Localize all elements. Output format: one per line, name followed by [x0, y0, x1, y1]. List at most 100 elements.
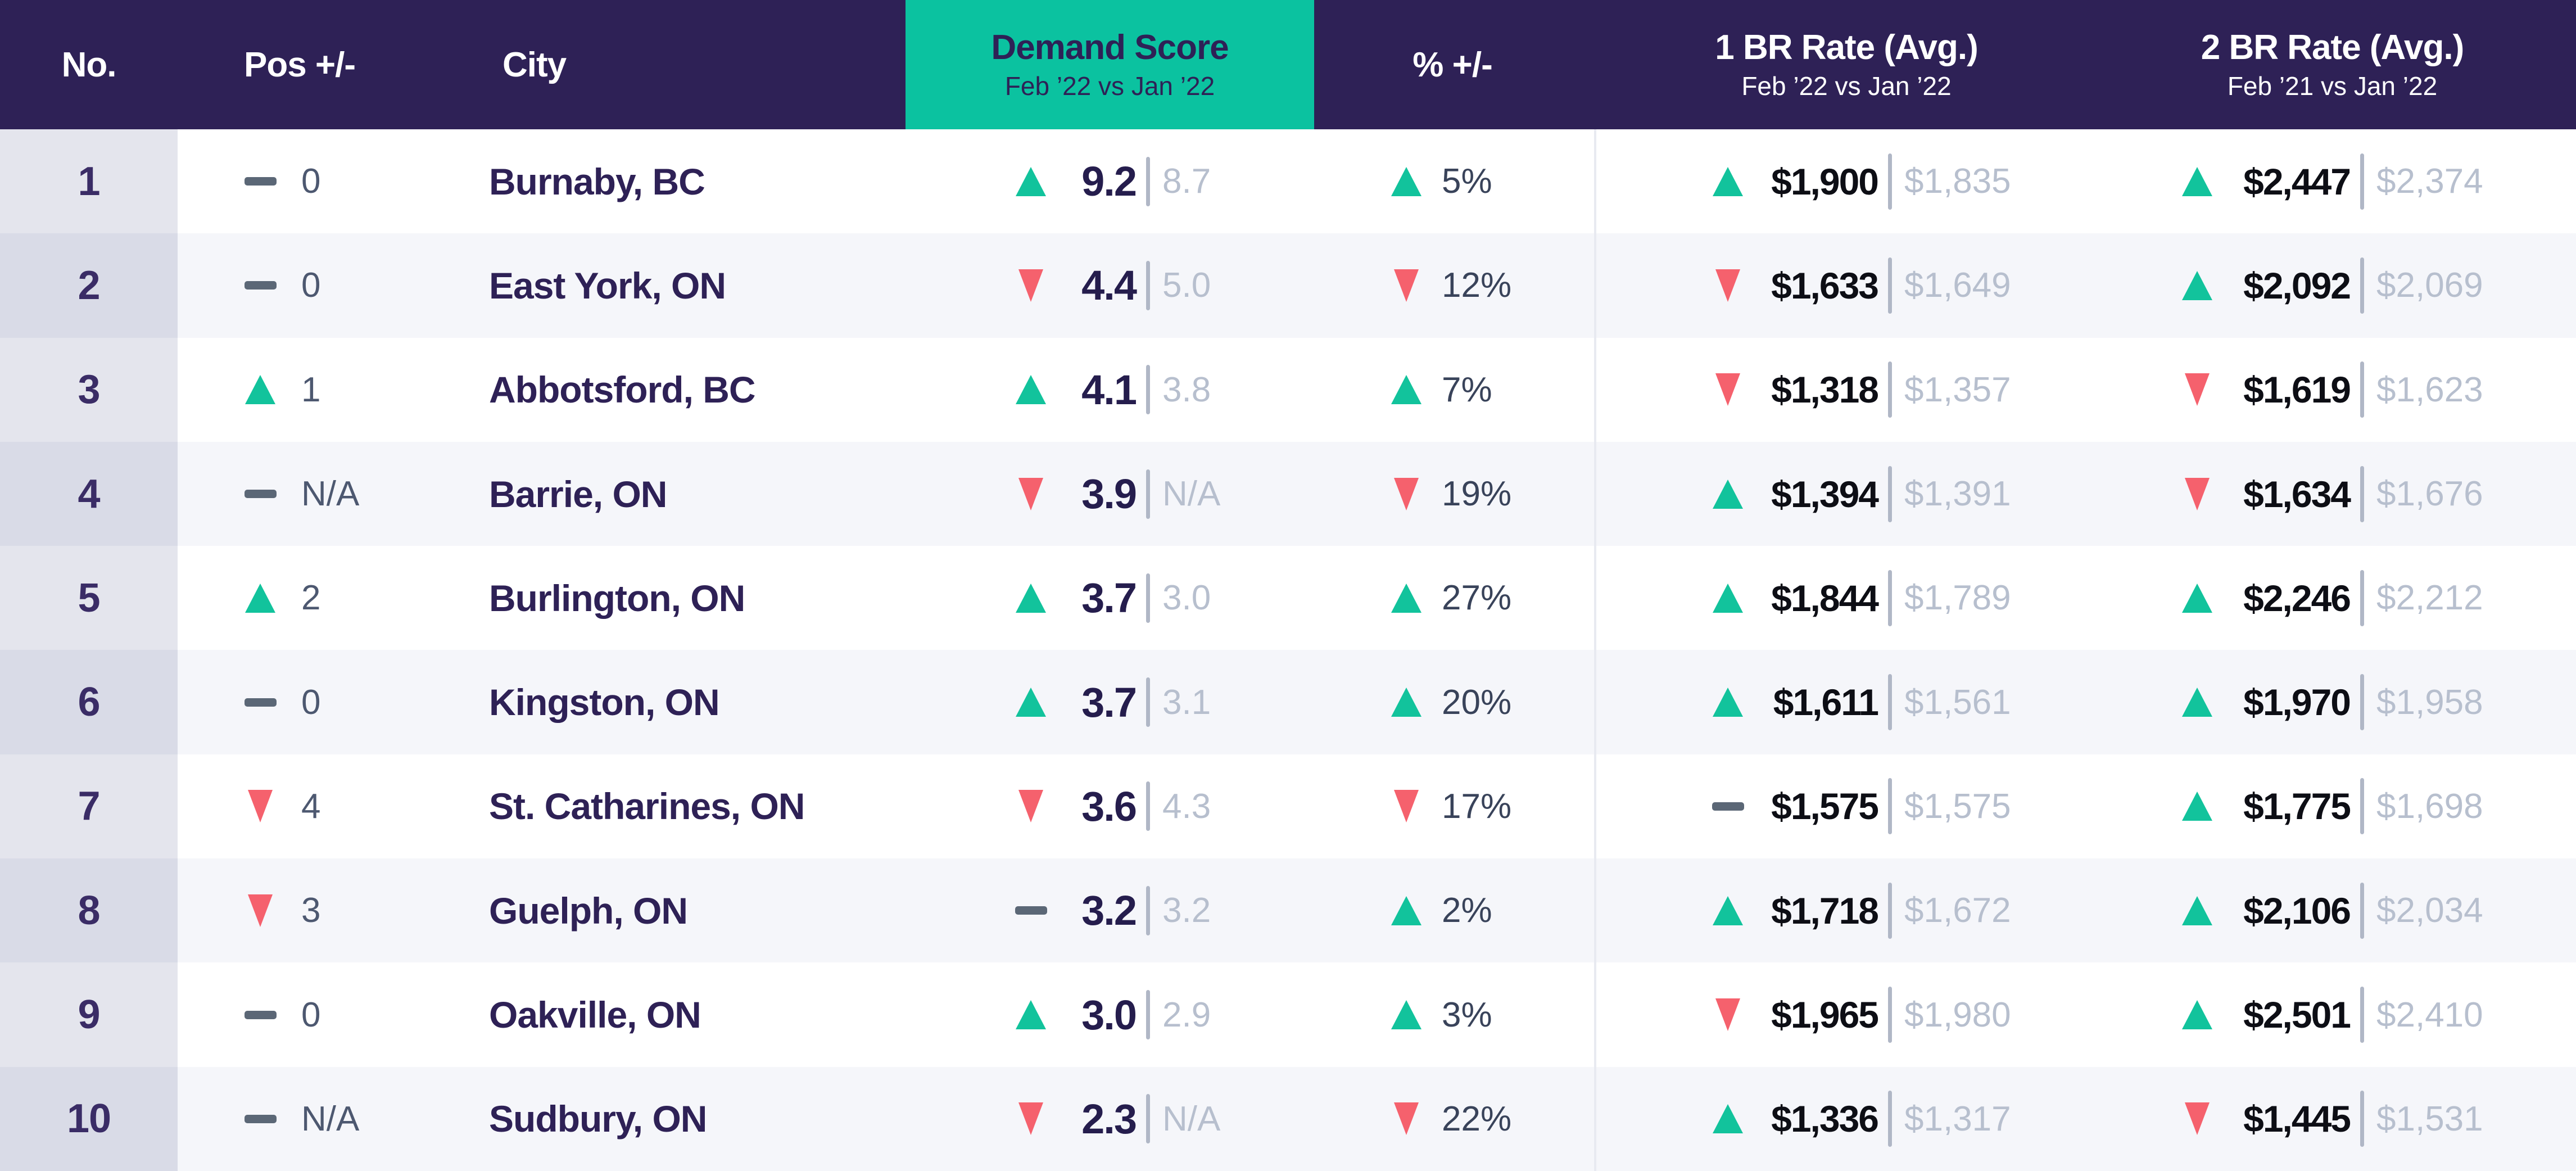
demand-score-cell: 2.3 N/A	[906, 1067, 1314, 1171]
value-separator	[1888, 569, 1892, 626]
rank-number: 4	[78, 471, 100, 517]
2br-rate-previous: $1,676	[2376, 474, 2483, 514]
1br-rate-previous: $1,835	[1904, 162, 2011, 201]
value-separator	[1146, 677, 1150, 727]
demand-score-icon-box	[1015, 375, 1047, 405]
city-name: Oakville, ON	[489, 994, 701, 1036]
percent-change-icon-box	[1390, 583, 1423, 613]
2br-rate-previous: $1,531	[2376, 1099, 2483, 1138]
2br-rate-cell: $1,634 $1,676	[2057, 442, 2576, 546]
2br-rate-icon-box	[2181, 583, 2213, 613]
percent-change-icon-box	[1390, 477, 1423, 510]
2br-rate-cell: $2,092 $2,069	[2057, 233, 2576, 337]
2br-rate-current: $1,619	[2243, 369, 2351, 411]
position-change-cell: 2	[178, 546, 489, 650]
table-body: 1 0 Burnaby, BC 9.2 8.7 5% $1,900 $1,835 $2,447 $…	[0, 129, 2576, 1171]
position-change-cell: 3	[178, 858, 489, 962]
city-cell: Oakville, ON	[489, 962, 906, 1066]
rank-number: 8	[78, 888, 100, 933]
2br-rate-current: $2,501	[2243, 994, 2351, 1036]
demand-score-current: 9.2	[1081, 158, 1137, 205]
2br-rate-icon-box	[2181, 1000, 2213, 1030]
up-triangle-icon	[1391, 583, 1421, 613]
1br-rate-current: $1,575	[1771, 785, 1879, 828]
2br-rate-cell: $2,246 $2,212	[2057, 546, 2576, 650]
percent-change-value: 19%	[1442, 474, 1512, 514]
rank-cell: 10	[0, 1066, 178, 1171]
city-cell: Burnaby, BC	[489, 129, 906, 233]
value-separator	[1146, 260, 1150, 310]
demand-score-previous: 3.0	[1162, 578, 1211, 618]
percent-change-value: 2%	[1442, 891, 1492, 930]
1br-rate-previous: $1,561	[1904, 682, 2011, 722]
column-divider-line	[1594, 129, 1596, 1171]
value-separator	[2360, 153, 2364, 210]
1br-rate-cell: $1,318 $1,357	[1591, 338, 2057, 442]
position-change-value: 0	[301, 995, 321, 1034]
1br-rate-icon-box	[1712, 583, 1744, 613]
city-cell: Abbotsford, BC	[489, 338, 906, 442]
up-triangle-icon	[2182, 583, 2212, 613]
demand-score-title: Demand Score	[991, 28, 1229, 67]
table-header-row: No. Pos +/- City Demand Score Feb ’22 vs…	[0, 0, 2576, 129]
percent-change-cell: 2%	[1314, 858, 1591, 962]
2br-rate-current: $2,447	[2243, 160, 2351, 202]
demand-score-previous: N/A	[1162, 474, 1221, 514]
city-name: Burlington, ON	[489, 577, 745, 619]
table-row: 9 0 Oakville, ON 3.0 2.9 3% $1,965 $1,980 $2,501…	[0, 962, 2576, 1067]
rank-cell: 7	[0, 754, 178, 859]
percent-change-cell: 5%	[1314, 129, 1591, 233]
1br-rate-current: $1,318	[1771, 369, 1879, 411]
down-triangle-icon	[1715, 373, 1740, 406]
down-triangle-icon	[2185, 477, 2210, 510]
down-triangle-icon	[248, 894, 273, 927]
2br-rate-previous: $1,958	[2376, 682, 2483, 722]
down-triangle-icon	[1715, 269, 1740, 302]
1br-rate-icon-box	[1712, 802, 1744, 811]
percent-change-value: 17%	[1442, 786, 1512, 826]
2br-rate-cell: $2,501 $2,410	[2057, 962, 2576, 1066]
value-separator	[1888, 465, 1892, 522]
rank-cell: 3	[0, 337, 178, 442]
down-triangle-icon	[1018, 790, 1043, 823]
value-separator	[1146, 781, 1150, 831]
1br-rate-cell: $1,575 $1,575	[1591, 754, 2057, 858]
value-separator	[2360, 257, 2364, 314]
1br-rate-icon-box	[1712, 479, 1744, 509]
down-triangle-icon	[1394, 269, 1419, 302]
1br-rate-previous: $1,391	[1904, 474, 2011, 514]
2br-rate-previous: $2,212	[2376, 578, 2483, 618]
rank-cell: 1	[0, 129, 178, 234]
1br-rate-current: $1,718	[1771, 889, 1879, 932]
up-triangle-icon	[1391, 688, 1421, 717]
city-name: Abbotsford, BC	[489, 369, 756, 411]
percent-change-cell: 20%	[1314, 650, 1591, 754]
percent-change-value: 27%	[1442, 578, 1512, 618]
position-change-cell: 0	[178, 233, 489, 337]
demand-score-cell: 3.9 N/A	[906, 442, 1314, 546]
city-cell: St. Catharines, ON	[489, 754, 906, 858]
position-change-cell: 0	[178, 129, 489, 233]
demand-score-cell: 3.6 4.3	[906, 754, 1314, 858]
rank-number: 5	[78, 575, 100, 621]
1br-rate-previous: $1,357	[1904, 370, 2011, 409]
down-triangle-icon	[1018, 477, 1043, 510]
demand-score-cell: 3.0 2.9	[906, 962, 1314, 1066]
position-change-value: N/A	[301, 474, 360, 514]
value-separator	[1888, 257, 1892, 314]
2br-rate-icon-box	[2181, 1102, 2213, 1136]
table-row: 5 2 Burlington, ON 3.7 3.0 27% $1,844 $1,789 $2,…	[0, 546, 2576, 650]
no-change-dash-icon	[244, 281, 277, 290]
1br-rate-current: $1,611	[1773, 681, 1879, 724]
percent-change-value: 5%	[1442, 162, 1492, 201]
2br-rate-cell: $1,970 $1,958	[2057, 650, 2576, 754]
position-change-value: 3	[301, 891, 321, 930]
up-triangle-icon	[2182, 166, 2212, 196]
city-name: Barrie, ON	[489, 473, 667, 515]
1br-rate-icon-box	[1712, 166, 1744, 196]
value-separator	[1888, 153, 1892, 210]
city-cell: Burlington, ON	[489, 546, 906, 650]
1br-rate-cell: $1,394 $1,391	[1591, 442, 2057, 546]
city-cell: Barrie, ON	[489, 442, 906, 546]
up-triangle-icon	[1713, 583, 1743, 613]
